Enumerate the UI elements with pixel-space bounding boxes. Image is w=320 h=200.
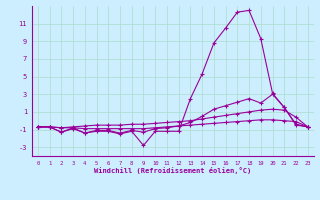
X-axis label: Windchill (Refroidissement éolien,°C): Windchill (Refroidissement éolien,°C) — [94, 167, 252, 174]
